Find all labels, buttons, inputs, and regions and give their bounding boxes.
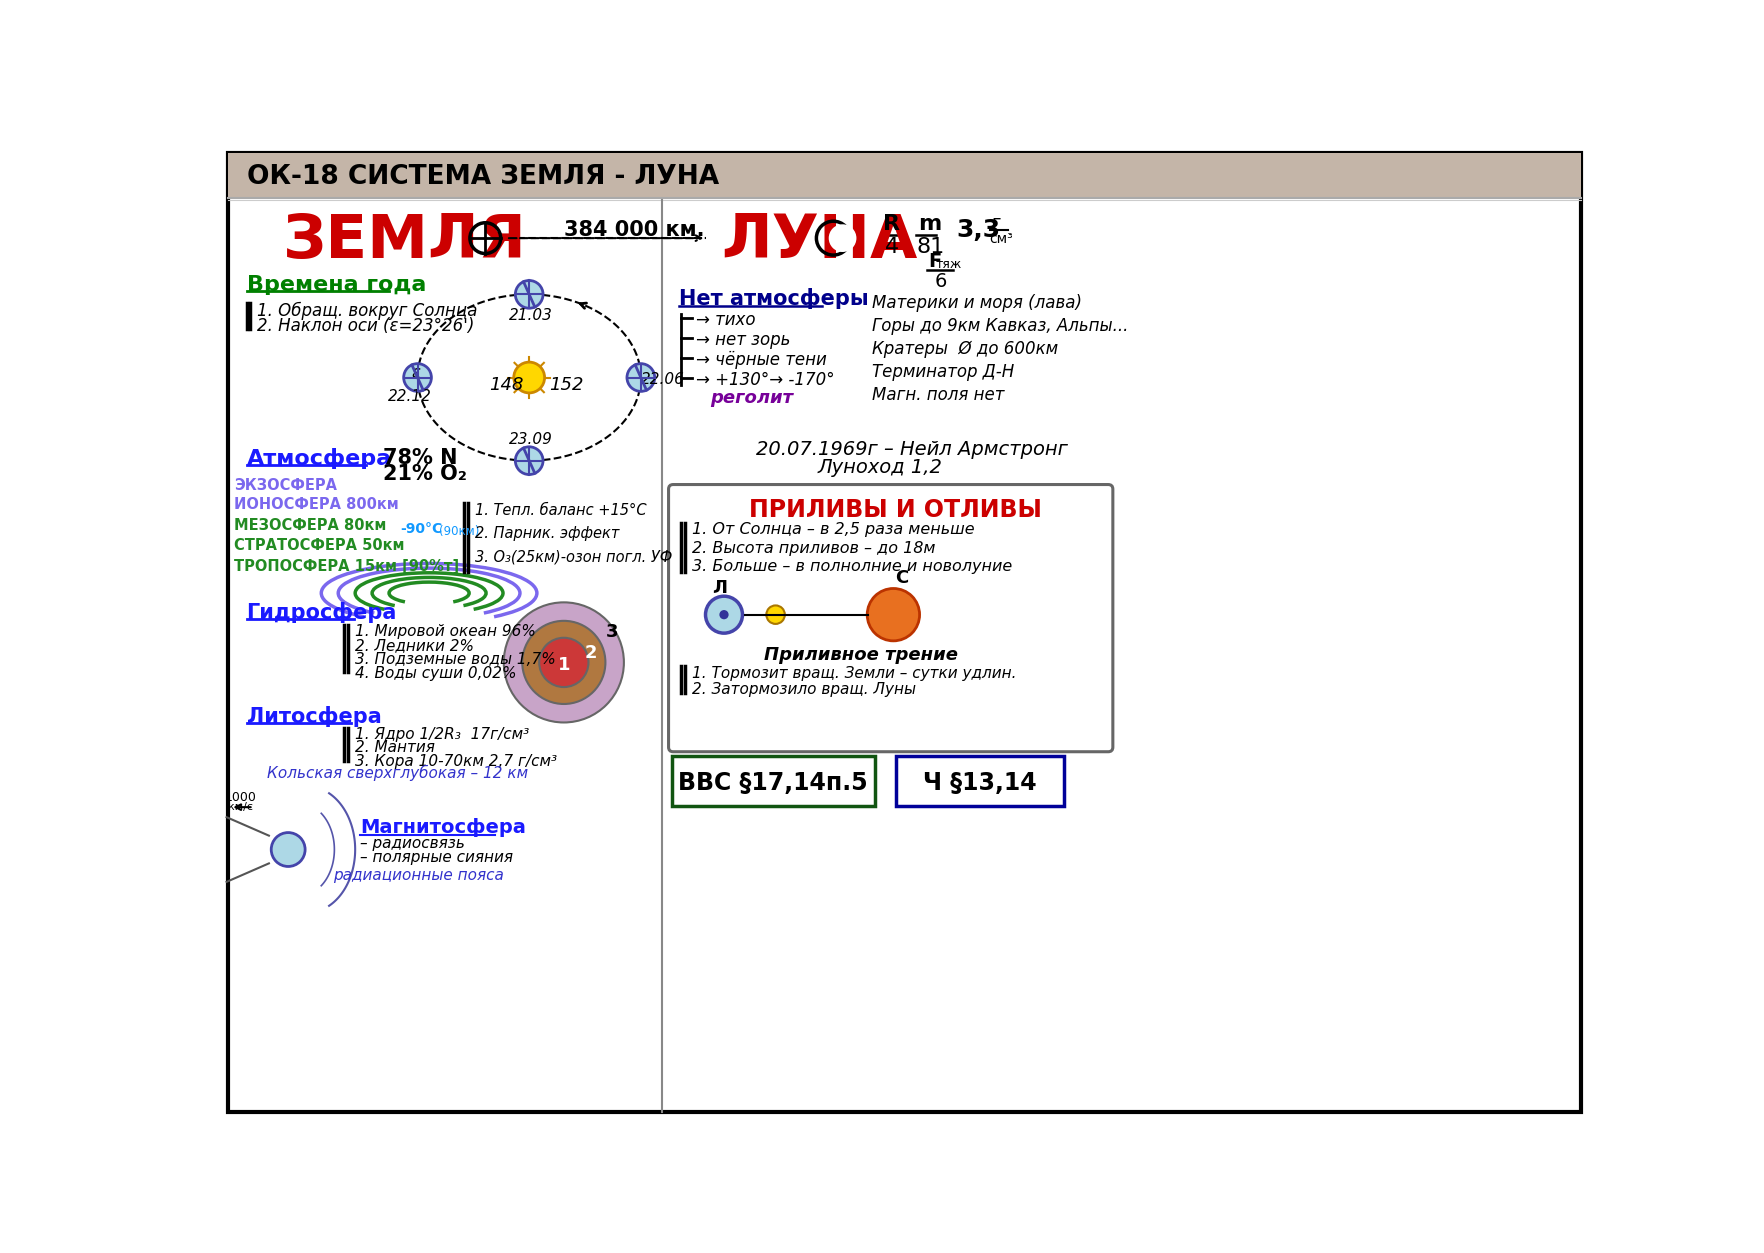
Text: Магн. поля нет: Магн. поля нет bbox=[871, 386, 1004, 405]
Circle shape bbox=[404, 363, 430, 391]
Text: Материки и моря (лава): Материки и моря (лава) bbox=[871, 293, 1081, 312]
Text: (90км): (90км) bbox=[439, 525, 480, 538]
Text: км/с: км/с bbox=[228, 802, 252, 812]
Text: F: F bbox=[928, 252, 940, 271]
Text: Луноход 1,2: Луноход 1,2 bbox=[817, 459, 942, 477]
Circle shape bbox=[829, 224, 856, 252]
Text: Терминатор Д-Н: Терминатор Д-Н bbox=[871, 363, 1014, 381]
Text: ВВС §17,14п.5: ВВС §17,14п.5 bbox=[677, 772, 868, 796]
Text: Времена года: Времена года bbox=[247, 276, 425, 296]
Text: 1. Мировой океан 96%: 1. Мировой океан 96% bbox=[355, 624, 536, 639]
Circle shape bbox=[513, 362, 545, 393]
Text: Приливное трение: Приливное трение bbox=[764, 647, 958, 664]
Circle shape bbox=[515, 447, 543, 475]
Circle shape bbox=[706, 596, 743, 633]
Text: 1. Ядро 1/2R₃  17г/см³: 1. Ядро 1/2R₃ 17г/см³ bbox=[355, 727, 529, 742]
Text: 3. Больше – в полнолние и новолуние: 3. Больше – в полнолние и новолуние bbox=[691, 559, 1013, 574]
Text: → нет зорь: → нет зорь bbox=[695, 331, 790, 348]
Text: 1000: 1000 bbox=[224, 791, 256, 803]
Text: 2: 2 bbox=[584, 644, 596, 662]
Text: 152: 152 bbox=[549, 376, 584, 395]
Circle shape bbox=[522, 620, 605, 704]
Text: Гидросфера: Гидросфера bbox=[247, 601, 397, 623]
Text: 384 000 км.: 384 000 км. bbox=[563, 221, 704, 241]
Circle shape bbox=[515, 281, 543, 308]
Text: 4: 4 bbox=[884, 237, 898, 257]
Text: 22.12: 22.12 bbox=[388, 390, 432, 405]
Text: Атмосфера: Атмосфера bbox=[247, 447, 392, 469]
Text: – радиосвязь: – радиосвязь bbox=[360, 836, 464, 851]
Circle shape bbox=[866, 589, 919, 640]
Text: 2. Парник. эффект: 2. Парник. эффект bbox=[475, 526, 619, 541]
Text: Магнитосфера: Магнитосфера bbox=[360, 818, 526, 837]
Text: ОК-18 СИСТЕМА ЗЕМЛЯ - ЛУНА: ОК-18 СИСТЕМА ЗЕМЛЯ - ЛУНА bbox=[247, 164, 718, 190]
Text: ИОНОСФЕРА 800км: ИОНОСФЕРА 800км bbox=[235, 497, 399, 512]
Text: 3. Подземные воды 1,7%: 3. Подземные воды 1,7% bbox=[355, 652, 556, 667]
FancyBboxPatch shape bbox=[669, 485, 1113, 752]
FancyBboxPatch shape bbox=[894, 756, 1064, 807]
Circle shape bbox=[720, 610, 729, 619]
Text: 2. Мантия: 2. Мантия bbox=[355, 741, 434, 756]
Text: Литосфера: Литосфера bbox=[247, 705, 381, 727]
Text: -90°С: -90°С bbox=[400, 523, 443, 536]
Text: радиационные пояса: радиационные пояса bbox=[333, 868, 503, 883]
Text: 2. Ледники 2%: 2. Ледники 2% bbox=[355, 638, 475, 653]
Text: ε: ε bbox=[411, 363, 420, 382]
Text: С: С bbox=[894, 569, 908, 586]
Text: ТРОПОСФЕРА 15км [90%т]: ТРОПОСФЕРА 15км [90%т] bbox=[235, 559, 459, 574]
Text: m: m bbox=[917, 214, 940, 234]
Text: ЛУНА: ЛУНА bbox=[721, 212, 917, 271]
Circle shape bbox=[503, 603, 623, 723]
Circle shape bbox=[626, 363, 654, 391]
Text: 2. Затормозило вращ. Луны: 2. Затормозило вращ. Луны bbox=[691, 682, 916, 697]
Text: 81: 81 bbox=[916, 237, 944, 257]
Text: Кратеры  Ø до 600км: Кратеры Ø до 600км bbox=[871, 340, 1057, 358]
Text: – полярные сияния: – полярные сияния bbox=[360, 851, 513, 866]
Text: Л: Л bbox=[711, 579, 727, 596]
Text: 1. От Солнца – в 2,5 раза меньше: 1. От Солнца – в 2,5 раза меньше bbox=[691, 523, 974, 538]
Text: 21% O₂: 21% O₂ bbox=[383, 464, 466, 484]
Text: г: г bbox=[991, 214, 1000, 232]
Text: 3. Кора 10-70км 2,7 г/см³: 3. Кора 10-70км 2,7 г/см³ bbox=[355, 754, 557, 769]
Text: 1: 1 bbox=[557, 657, 570, 674]
Text: 1. Обращ. вокруг Солнца: 1. Обращ. вокруг Солнца bbox=[258, 302, 478, 320]
Text: ЗЕМЛЯ: ЗЕМЛЯ bbox=[282, 212, 526, 271]
Text: 148: 148 bbox=[489, 376, 524, 395]
Text: 3,3: 3,3 bbox=[956, 218, 1000, 242]
Text: 2. Высота приливов – до 18м: 2. Высота приливов – до 18м bbox=[691, 541, 935, 556]
Bar bbox=[228, 153, 1581, 198]
Text: Кольская сверхглубокая – 12 км: Кольская сверхглубокая – 12 км bbox=[266, 764, 527, 781]
Text: 6: 6 bbox=[933, 272, 946, 291]
Text: СТРАТОСФЕРА 50км: СТРАТОСФЕРА 50км bbox=[235, 538, 404, 553]
Text: 78% N: 78% N bbox=[383, 449, 457, 469]
Circle shape bbox=[272, 832, 305, 867]
Text: 22.06: 22.06 bbox=[640, 372, 684, 386]
Text: R: R bbox=[884, 214, 900, 234]
Text: → +130°→ -170°: → +130°→ -170° bbox=[695, 371, 834, 388]
Text: тяж: тяж bbox=[935, 258, 961, 271]
Text: реголит: реголит bbox=[709, 390, 792, 407]
Circle shape bbox=[538, 638, 587, 687]
Text: 1. Тепл. баланс +15°С: 1. Тепл. баланс +15°С bbox=[475, 504, 646, 519]
Text: МЕЗОСФЕРА 80км: МЕЗОСФЕРА 80км bbox=[235, 517, 386, 533]
FancyBboxPatch shape bbox=[672, 756, 875, 807]
Text: Ч §13,14: Ч §13,14 bbox=[923, 772, 1035, 796]
Text: 23.09: 23.09 bbox=[508, 431, 552, 446]
Text: Горы до 9км Кавказ, Альпы...: Горы до 9км Кавказ, Альпы... bbox=[871, 317, 1127, 335]
Text: 20.07.1969г – Нейл Армстронг: 20.07.1969г – Нейл Армстронг bbox=[757, 440, 1067, 459]
Text: Нет атмосферы: Нет атмосферы bbox=[679, 288, 868, 309]
Text: ЭКЗОСФЕРА: ЭКЗОСФЕРА bbox=[235, 477, 337, 492]
Text: → чёрные тени: → чёрные тени bbox=[695, 351, 827, 368]
Text: 3: 3 bbox=[605, 623, 617, 640]
Circle shape bbox=[766, 605, 785, 624]
Text: 1. Тормозит вращ. Земли – сутки удлин.: 1. Тормозит вращ. Земли – сутки удлин. bbox=[691, 665, 1016, 680]
Text: 4. Воды суши 0,02%: 4. Воды суши 0,02% bbox=[355, 665, 517, 680]
Text: ПРИЛИВЫ И ОТЛИВЫ: ПРИЛИВЫ И ОТЛИВЫ bbox=[748, 497, 1041, 523]
Text: 2. Наклон оси (ε=23°26'): 2. Наклон оси (ε=23°26') bbox=[258, 317, 475, 335]
Text: 21.03: 21.03 bbox=[508, 308, 552, 323]
Text: → тихо: → тихо bbox=[695, 311, 755, 328]
Text: см³: см³ bbox=[990, 232, 1013, 246]
Text: 3. О₃(25км)-озон погл. УФ: 3. О₃(25км)-озон погл. УФ bbox=[475, 549, 672, 564]
